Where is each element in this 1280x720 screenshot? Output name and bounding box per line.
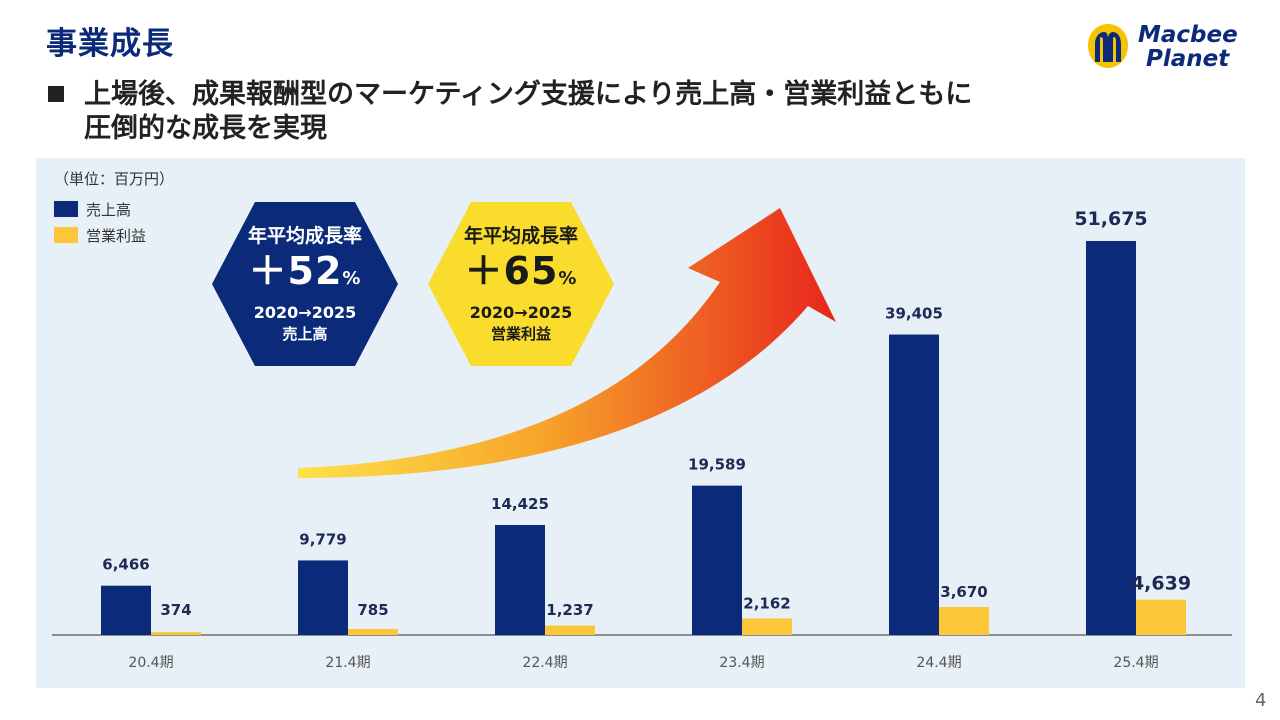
badge-rate: ＋65% xyxy=(464,249,578,293)
x-tick-label: 21.4期 xyxy=(325,655,370,671)
data-label-operating-profit: 374 xyxy=(160,601,191,619)
badge-title: 年平均成長率 xyxy=(463,225,578,247)
data-label-operating-profit: 4,639 xyxy=(1131,573,1191,595)
chart-legend: 売上高 営業利益 xyxy=(54,196,146,248)
bar-sales xyxy=(298,560,348,635)
bar-operating-profit xyxy=(742,618,792,635)
bar-sales xyxy=(889,334,939,635)
legend-item-operating-profit: 営業利益 xyxy=(54,222,146,248)
logo-text-macbee: Macbee xyxy=(1138,22,1238,48)
badge-title: 年平均成長率 xyxy=(247,225,362,247)
data-label-operating-profit: 2,162 xyxy=(743,595,790,613)
legend-item-sales: 売上高 xyxy=(54,196,146,222)
page-title: 事業成長 xyxy=(46,26,174,62)
data-label-sales: 19,589 xyxy=(688,456,746,474)
company-logo: Macbee Planet xyxy=(1086,20,1258,76)
badge-metric: 売上高 xyxy=(282,325,328,343)
logo-mark-icon xyxy=(1088,24,1128,68)
bar-sales xyxy=(692,485,742,635)
legend-swatch-sales xyxy=(54,201,78,217)
data-label-sales: 6,466 xyxy=(102,556,149,574)
subtitle-line-1: 上場後、成果報酬型のマーケティング支援により売上高・営業利益ともに xyxy=(84,79,973,110)
data-label-sales: 39,405 xyxy=(885,305,943,323)
bar-sales xyxy=(1086,241,1136,635)
hexagon-shape xyxy=(428,202,614,366)
x-tick-label: 23.4期 xyxy=(719,655,764,671)
x-tick-label: 24.4期 xyxy=(916,655,961,671)
bar-sales xyxy=(101,585,151,635)
page-number: 4 xyxy=(1255,690,1267,711)
legend-label-operating-profit: 営業利益 xyxy=(86,226,147,245)
bar-operating-profit xyxy=(545,625,595,635)
x-tick-label: 22.4期 xyxy=(522,655,567,671)
x-tick-label: 20.4期 xyxy=(128,655,173,671)
data-label-sales: 51,675 xyxy=(1074,208,1147,230)
growth-arrow-icon xyxy=(298,208,836,478)
badge-years: 2020→2025 xyxy=(253,303,357,322)
page-subtitle: 上場後、成果報酬型のマーケティング支援により売上高・営業利益ともに 圧倒的な成長… xyxy=(84,78,972,146)
bar-operating-profit xyxy=(1136,599,1186,635)
x-tick-label: 25.4期 xyxy=(1113,655,1158,671)
legend-swatch-operating-profit xyxy=(54,227,78,243)
legend-label-sales: 売上高 xyxy=(86,200,132,219)
logo-text-planet: Planet xyxy=(1146,46,1230,72)
data-label-operating-profit: 3,670 xyxy=(940,583,987,601)
bar-operating-profit xyxy=(151,632,201,635)
bar-operating-profit xyxy=(348,629,398,635)
bullet-square-icon xyxy=(48,86,64,102)
bar-sales xyxy=(495,525,545,635)
data-label-operating-profit: 1,237 xyxy=(546,601,593,619)
cagr-badge-sales: 年平均成長率 ＋52% 2020→2025 売上高 xyxy=(210,200,400,368)
bar-operating-profit xyxy=(939,607,989,635)
badge-years: 2020→2025 xyxy=(469,303,573,322)
chart-unit-label: （単位：百万円） xyxy=(54,170,175,188)
badge-metric: 営業利益 xyxy=(490,325,551,343)
data-label-sales: 14,425 xyxy=(491,495,549,513)
hexagon-shape xyxy=(212,202,398,366)
cagr-badge-operating-profit: 年平均成長率 ＋65% 2020→2025 営業利益 xyxy=(426,200,616,368)
data-label-sales: 9,779 xyxy=(299,530,346,548)
badge-rate: ＋52% xyxy=(248,249,362,293)
data-label-operating-profit: 785 xyxy=(357,601,388,619)
subtitle-line-2: 圧倒的な成長を実現 xyxy=(84,113,327,144)
